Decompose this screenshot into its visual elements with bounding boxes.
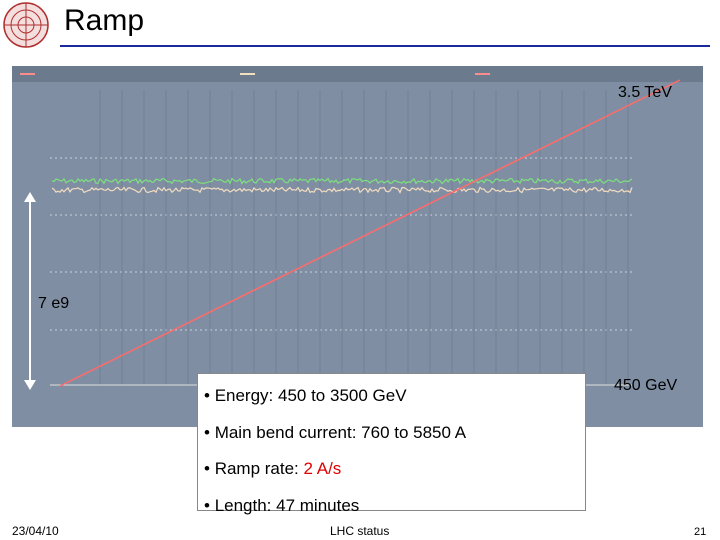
bullet: Ramp rate: 2 A/s: [204, 451, 585, 488]
bullet: Length: 47 minutes: [204, 488, 585, 525]
annotation: 450 GeV: [614, 377, 678, 394]
logo: [3, 2, 49, 48]
intensity-arrow: [24, 192, 36, 390]
annotation: 3.5 TeV: [618, 84, 672, 101]
bullet-text: Main bend current: 760 to 5850 A: [214, 422, 467, 442]
energy-ramp-line: [59, 79, 681, 387]
bullet-box: Energy: 450 to 3500 GeV Main bend curren…: [197, 373, 586, 515]
page-number: 21: [694, 526, 707, 538]
slide-title: Ramp: [64, 4, 145, 37]
bullet-highlight: 2 A/s: [303, 459, 342, 478]
legend-strip: [12, 66, 703, 82]
bullet-text: Energy: 450 to 3500 GeV: [214, 386, 407, 405]
bullet: Main bend current: 760 to 5850 A: [204, 415, 585, 452]
bullet-text: Ramp rate:: [214, 459, 304, 478]
footer-center: LHC status: [330, 524, 390, 538]
bullet-text: Length: 47 minutes: [214, 495, 360, 515]
annotation: 7 e9: [38, 295, 70, 312]
title-rule: [60, 45, 710, 47]
trace: [51, 177, 633, 185]
footer-date: 23/04/10: [12, 524, 59, 538]
bullet: Energy: 450 to 3500 GeV: [204, 378, 585, 415]
traces: [51, 177, 633, 194]
bullet-list: Energy: 450 to 3500 GeV Main bend curren…: [198, 374, 585, 524]
trace: [51, 186, 633, 194]
